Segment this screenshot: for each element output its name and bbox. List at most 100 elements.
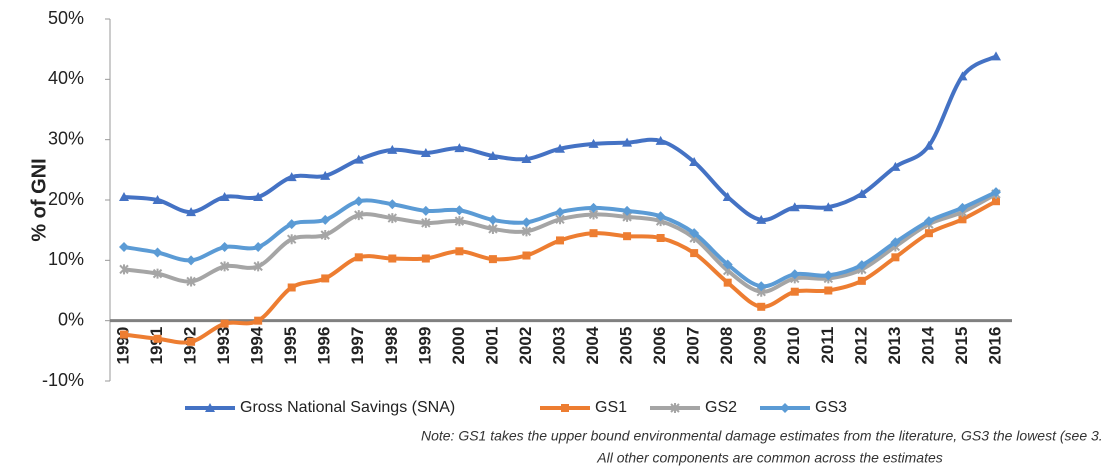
marker: [354, 253, 363, 262]
x-tick-label: 2015: [952, 327, 971, 365]
marker: [152, 268, 163, 279]
marker: [253, 191, 264, 201]
x-tick-label: 2007: [684, 327, 703, 365]
marker: [186, 207, 197, 217]
marker: [454, 205, 465, 216]
marker: [722, 259, 733, 270]
marker: [656, 234, 665, 243]
y-tick-label: -10%: [42, 370, 84, 390]
note: Note: GS1 takes the upper bound environm…: [421, 428, 1103, 444]
x-tick-label: 2010: [784, 327, 803, 365]
marker: [353, 196, 364, 207]
marker: [690, 249, 699, 258]
marker: [891, 253, 900, 262]
marker: [923, 216, 934, 227]
marker: [957, 71, 968, 81]
x-tick-label: 1995: [281, 327, 300, 365]
marker: [152, 247, 163, 258]
marker: [780, 403, 790, 413]
x-tick-label: 1996: [315, 327, 334, 365]
x-tick-label: 2008: [717, 327, 736, 365]
legend-label: GS3: [815, 399, 847, 416]
x-tick-label: 2005: [617, 327, 636, 365]
marker: [119, 242, 129, 253]
x-tick-label: 1999: [415, 327, 434, 365]
marker: [521, 226, 532, 237]
note: All other components are common across t…: [596, 450, 943, 466]
marker: [992, 197, 1000, 206]
marker: [756, 214, 767, 224]
x-tick-label: 1997: [348, 327, 367, 365]
legend-label: Gross National Savings (SNA): [240, 399, 455, 416]
marker: [789, 269, 800, 280]
marker: [454, 143, 465, 153]
x-tick-label: 1998: [382, 327, 401, 365]
marker: [655, 211, 666, 222]
marker: [722, 191, 733, 201]
marker: [556, 236, 564, 245]
x-tick-label: 2003: [549, 327, 568, 365]
legend-label: GS2: [705, 399, 737, 416]
marker: [856, 188, 867, 198]
marker: [219, 261, 230, 272]
marker: [253, 261, 263, 272]
x-tick-label: 2009: [751, 327, 770, 365]
marker: [723, 278, 732, 287]
marker: [924, 229, 933, 238]
marker: [387, 144, 398, 154]
marker: [320, 214, 331, 225]
x-tick-label: 2001: [482, 327, 501, 365]
marker: [387, 213, 398, 224]
x-tick-label: 2016: [985, 327, 1004, 365]
marker: [521, 153, 532, 163]
marker: [555, 143, 565, 153]
marker: [388, 254, 397, 263]
marker: [219, 191, 230, 201]
marker: [153, 334, 162, 343]
marker: [455, 247, 464, 256]
marker: [890, 161, 901, 171]
marker: [622, 205, 633, 216]
x-tick-label: 2006: [650, 327, 669, 365]
marker: [522, 251, 531, 260]
marker: [254, 316, 263, 325]
marker: [387, 199, 398, 210]
marker: [488, 223, 498, 234]
marker: [655, 135, 666, 145]
marker: [756, 281, 767, 292]
legend-label: GS1: [595, 399, 627, 416]
marker: [186, 255, 197, 266]
marker: [487, 214, 498, 225]
marker: [991, 51, 1001, 61]
marker: [286, 172, 297, 182]
marker: [789, 202, 800, 212]
marker: [856, 260, 867, 271]
marker: [320, 229, 330, 240]
y-tick-label: 40%: [48, 68, 84, 88]
x-tick-label: 2012: [851, 327, 870, 365]
marker: [824, 286, 833, 295]
marker: [287, 283, 296, 292]
marker: [757, 302, 766, 311]
x-tick-label: 1991: [147, 327, 166, 365]
marker: [689, 228, 700, 239]
marker: [119, 191, 129, 201]
x-tick-label: 1994: [248, 326, 267, 364]
marker: [454, 216, 465, 227]
marker: [205, 403, 215, 412]
marker: [119, 264, 129, 275]
marker: [354, 210, 364, 221]
y-tick-label: 30%: [48, 128, 84, 148]
marker: [957, 202, 968, 213]
marker: [823, 270, 834, 281]
y-tick-label: 0%: [58, 309, 84, 329]
marker: [353, 154, 364, 164]
marker: [321, 274, 330, 283]
marker: [555, 207, 565, 218]
marker: [219, 242, 230, 253]
marker: [623, 232, 632, 241]
marker: [857, 276, 866, 285]
y-axis-label: % of GNI: [28, 158, 50, 241]
x-tick-label: 2004: [583, 326, 602, 364]
